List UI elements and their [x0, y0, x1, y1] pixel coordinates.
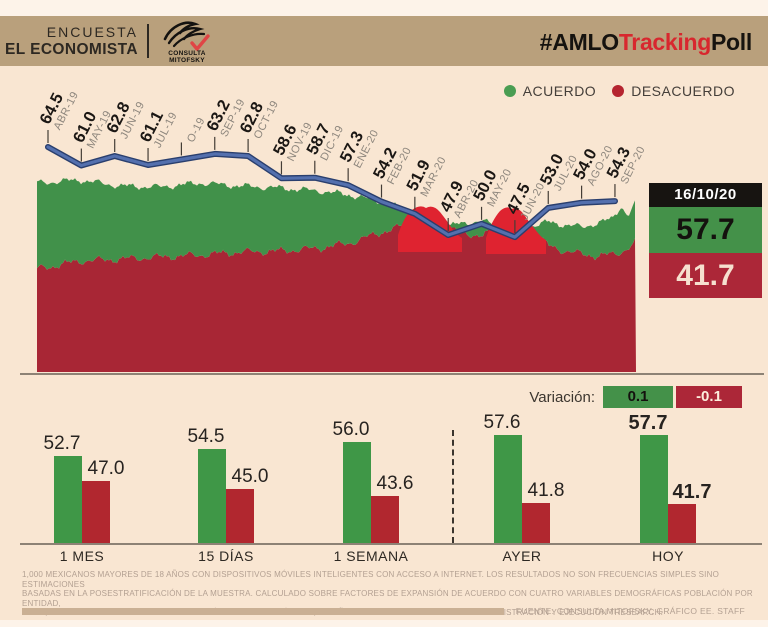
- bar-category-label: HOY: [652, 548, 684, 564]
- desacuerdo-bar: [82, 481, 110, 543]
- bar-group-ayer: 57.6 41.8 AYER: [462, 412, 582, 564]
- latest-acuerdo-value: 57.7: [649, 207, 762, 253]
- bar-group-hoy: 57.7 41.7 HOY: [608, 412, 728, 564]
- logo-caption: CONSULTA MITOFSKY: [168, 50, 206, 64]
- bar-value-label: 45.0: [231, 466, 269, 487]
- bar-value-label: 57.6: [483, 412, 521, 433]
- hashtag-part-black2: Poll: [711, 29, 752, 55]
- bar-category-label: 1 SEMANA: [333, 548, 409, 564]
- publisher-brand: ENCUESTA EL ECONOMISTA: [0, 23, 138, 59]
- acuerdo-dot-icon: [503, 85, 516, 97]
- desacuerdo-dot-icon: [612, 85, 625, 97]
- acuerdo-bar: [343, 442, 371, 543]
- consulta-mitofsky-logo: CONSULTA MITOFSKY: [152, 19, 222, 64]
- acuerdo-bar: [640, 435, 668, 543]
- month-name-label: O-19: [185, 115, 208, 144]
- bar-value-label: 47.0: [87, 458, 125, 479]
- bar-category-label: AYER: [502, 548, 542, 564]
- bar-value-label: 52.7: [43, 433, 81, 454]
- variation-label: Variación:: [529, 388, 595, 406]
- source-rule: [22, 607, 504, 615]
- month-label: O-19: [185, 115, 208, 144]
- mitofsky-bird-icon: [163, 21, 210, 51]
- hashtag-part-red: Tracking: [618, 29, 712, 55]
- hashtag-part-black1: #AMLO: [539, 29, 619, 55]
- chart-legend: ACUERDO DESACUERDO: [503, 83, 735, 99]
- header-banner: ENCUESTA EL ECONOMISTA CONSULTA MITOFSKY…: [0, 16, 768, 66]
- variation-row: Variación: 0.1 -0.1: [529, 386, 742, 408]
- desacuerdo-spike-abr20: [398, 206, 462, 252]
- desacuerdo-bar: [668, 504, 696, 543]
- desacuerdo-spike-jun20: [486, 207, 546, 254]
- bar-chart-dashed-divider: [452, 430, 454, 543]
- acuerdo-legend-label: ACUERDO: [522, 83, 597, 99]
- desacuerdo-bar: [371, 496, 399, 543]
- desacuerdo-area: [37, 216, 636, 372]
- legend-item-desacuerdo: DESACUERDO: [612, 83, 735, 99]
- acuerdo-bar: [494, 435, 522, 543]
- acuerdo-bar: [198, 449, 226, 543]
- latest-result-box: 16/10/20 57.7 41.7: [649, 183, 762, 298]
- top-strip: [0, 0, 768, 16]
- bar-value-label: 43.6: [376, 473, 414, 494]
- latest-desacuerdo-value: 41.7: [649, 253, 762, 298]
- source-credit: FUENTE: CONSULTA MITOFSKY. GRÁFICO EE. S…: [515, 606, 745, 616]
- bar-value-label: 57.7: [628, 412, 668, 434]
- footnote-line1: 1,000 MEXICANOS MAYORES DE 18 AÑOS CON D…: [22, 570, 720, 589]
- bottom-strip: [0, 620, 768, 627]
- publisher-name: EL ECONOMISTA: [5, 41, 138, 58]
- header-divider: [147, 24, 149, 58]
- bar-category-label: 1 MES: [59, 548, 105, 564]
- bar-value-label: 41.8: [527, 480, 565, 501]
- bar-group-1-mes: 52.7 47.0 1 MES: [22, 425, 142, 564]
- desacuerdo-legend-label: DESACUERDO: [631, 83, 735, 99]
- acuerdo-area: [37, 178, 635, 270]
- bar-value-label: 56.0: [332, 419, 370, 440]
- acuerdo-bar: [54, 456, 82, 543]
- recent-averages-bar-chart: 52.7 47.0 1 MES 54.5 45.0 15 DÍAS 56.0 43.6 1 SE…: [0, 412, 768, 565]
- latest-date: 16/10/20: [649, 183, 762, 207]
- bar-value-label: 54.5: [187, 426, 225, 447]
- desacuerdo-bar: [522, 503, 550, 543]
- bar-value-label: 41.7: [672, 481, 712, 503]
- survey-label: ENCUESTA: [46, 24, 138, 40]
- bar-chart-axis: [20, 543, 762, 545]
- area-chart-baseline: [20, 373, 764, 375]
- bar-group-15-días: 54.5 45.0 15 DÍAS: [166, 425, 286, 564]
- footnote-line2: BASADAS EN LA POSESTRATIFICACIÓN DE LA M…: [22, 589, 753, 608]
- legend-item-acuerdo: ACUERDO: [503, 83, 597, 99]
- source-row: FUENTE: CONSULTA MITOFSKY. GRÁFICO EE. S…: [22, 606, 745, 616]
- bar-group-1-semana: 56.0 43.6 1 SEMANA: [311, 419, 431, 564]
- bar-category-label: 15 DÍAS: [198, 548, 254, 564]
- trend-area-chart: 64.5ABR-1961.0MAY-1962.8JUN-1961.1JUL-19…: [36, 90, 648, 372]
- variation-acuerdo: 0.1: [603, 386, 673, 408]
- acuerdo-trend-line: [46, 145, 617, 239]
- desacuerdo-bar: [226, 489, 254, 543]
- hashtag-title: #AMLOTrackingPoll: [539, 29, 753, 56]
- variation-desacuerdo: -0.1: [676, 386, 742, 408]
